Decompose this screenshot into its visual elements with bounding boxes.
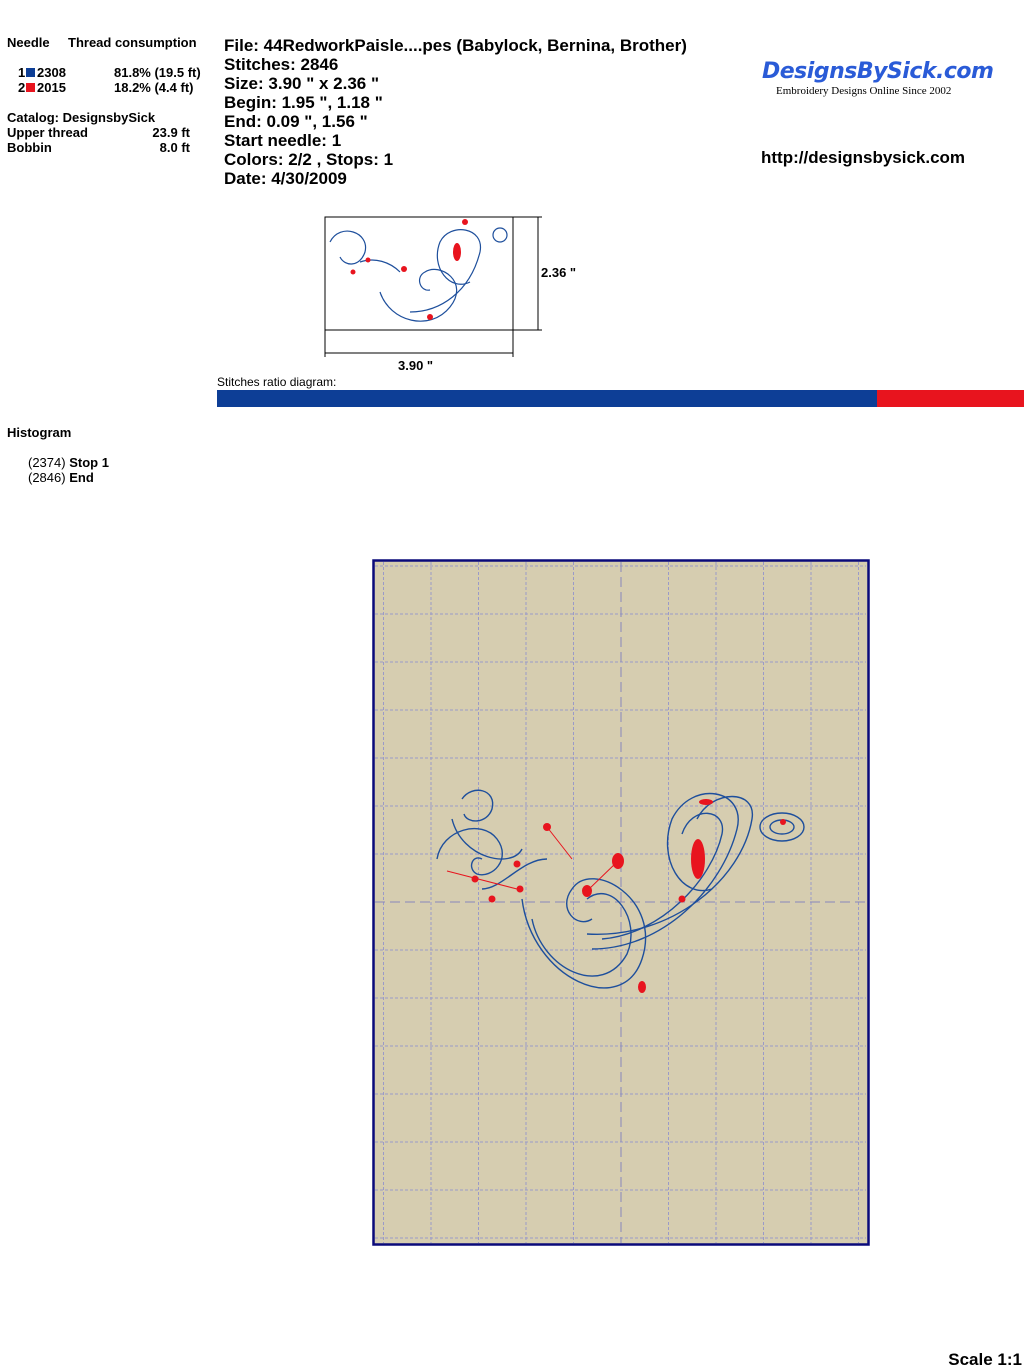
- ratio-blue: [217, 390, 878, 407]
- thread-consumption-header: Thread consumption: [68, 35, 197, 50]
- size: Size: 3.90 " x 2.36 ": [224, 74, 380, 93]
- design-preview: [372, 559, 870, 1246]
- stitches-ratio-bar: [217, 390, 1024, 407]
- catalog-block: Catalog: DesignsbySick Upper thread 23.9 …: [7, 110, 190, 155]
- thread-list: 1 2308 81.8% (19.5 ft) 2 2015 18.2% (4.4…: [18, 65, 201, 95]
- design-thumbnail: [324, 216, 542, 357]
- website-url[interactable]: http://designsbysick.com: [761, 148, 966, 167]
- stitches: Stitches: 2846: [224, 55, 339, 74]
- ratio-label: Stitches ratio diagram:: [217, 375, 337, 389]
- histogram-count: (2846): [28, 470, 66, 485]
- logo-tagline: Embroidery Designs Online Since 2002: [776, 85, 952, 97]
- design-info: File: 44RedworkPaisle....pes (Babylock, …: [224, 36, 687, 188]
- needle-number: 2: [18, 80, 26, 95]
- histogram-label: End: [69, 470, 94, 485]
- upper-thread-value: 23.9 ft: [152, 125, 190, 140]
- histogram-title: Histogram: [7, 425, 72, 440]
- needle-number: 1: [18, 65, 26, 80]
- logo-text: DesignsBySick.com: [762, 59, 994, 84]
- thread-code: 2308: [37, 65, 66, 80]
- histogram-item: (2846) End: [28, 470, 109, 485]
- begin: Begin: 1.95 ", 1.18 ": [224, 93, 383, 112]
- histogram-count: (2374): [28, 455, 66, 470]
- end: End: 0.09 ", 1.56 ": [224, 112, 368, 131]
- start-needle: Start needle: 1: [224, 131, 342, 150]
- histogram-label: Stop 1: [69, 455, 109, 470]
- thread-consumption: 18.2% (4.4 ft): [114, 80, 194, 95]
- bobbin-value: 8.0 ft: [159, 140, 190, 155]
- file-name: File: 44RedworkPaisle....pes (Babylock, …: [224, 36, 687, 55]
- height-label: 2.36 ": [541, 265, 577, 280]
- color-swatch: [26, 83, 35, 92]
- thread-row: 2 2015 18.2% (4.4 ft): [18, 80, 201, 95]
- ratio-red: [877, 390, 1024, 407]
- thread-consumption: 81.8% (19.5 ft): [114, 65, 201, 80]
- logo: DesignsBySick.com Embroidery Designs Onl…: [762, 58, 1012, 98]
- histogram-item: (2374) Stop 1: [28, 455, 109, 470]
- thread-code: 2015: [37, 80, 66, 95]
- histogram-list: (2374) Stop 1 (2846) End: [28, 455, 109, 485]
- catalog: Catalog: DesignsbySick: [7, 110, 156, 125]
- bobbin-label: Bobbin: [7, 140, 52, 155]
- color-swatch: [26, 68, 35, 77]
- scale-label: Scale 1:1: [948, 1350, 1022, 1369]
- upper-thread-label: Upper thread: [7, 125, 88, 140]
- colors-stops: Colors: 2/2 , Stops: 1: [224, 150, 394, 169]
- needle-header: Needle: [7, 35, 50, 50]
- width-label: 3.90 ": [398, 358, 434, 373]
- date: Date: 4/30/2009: [224, 169, 347, 188]
- thread-row: 1 2308 81.8% (19.5 ft): [18, 65, 201, 80]
